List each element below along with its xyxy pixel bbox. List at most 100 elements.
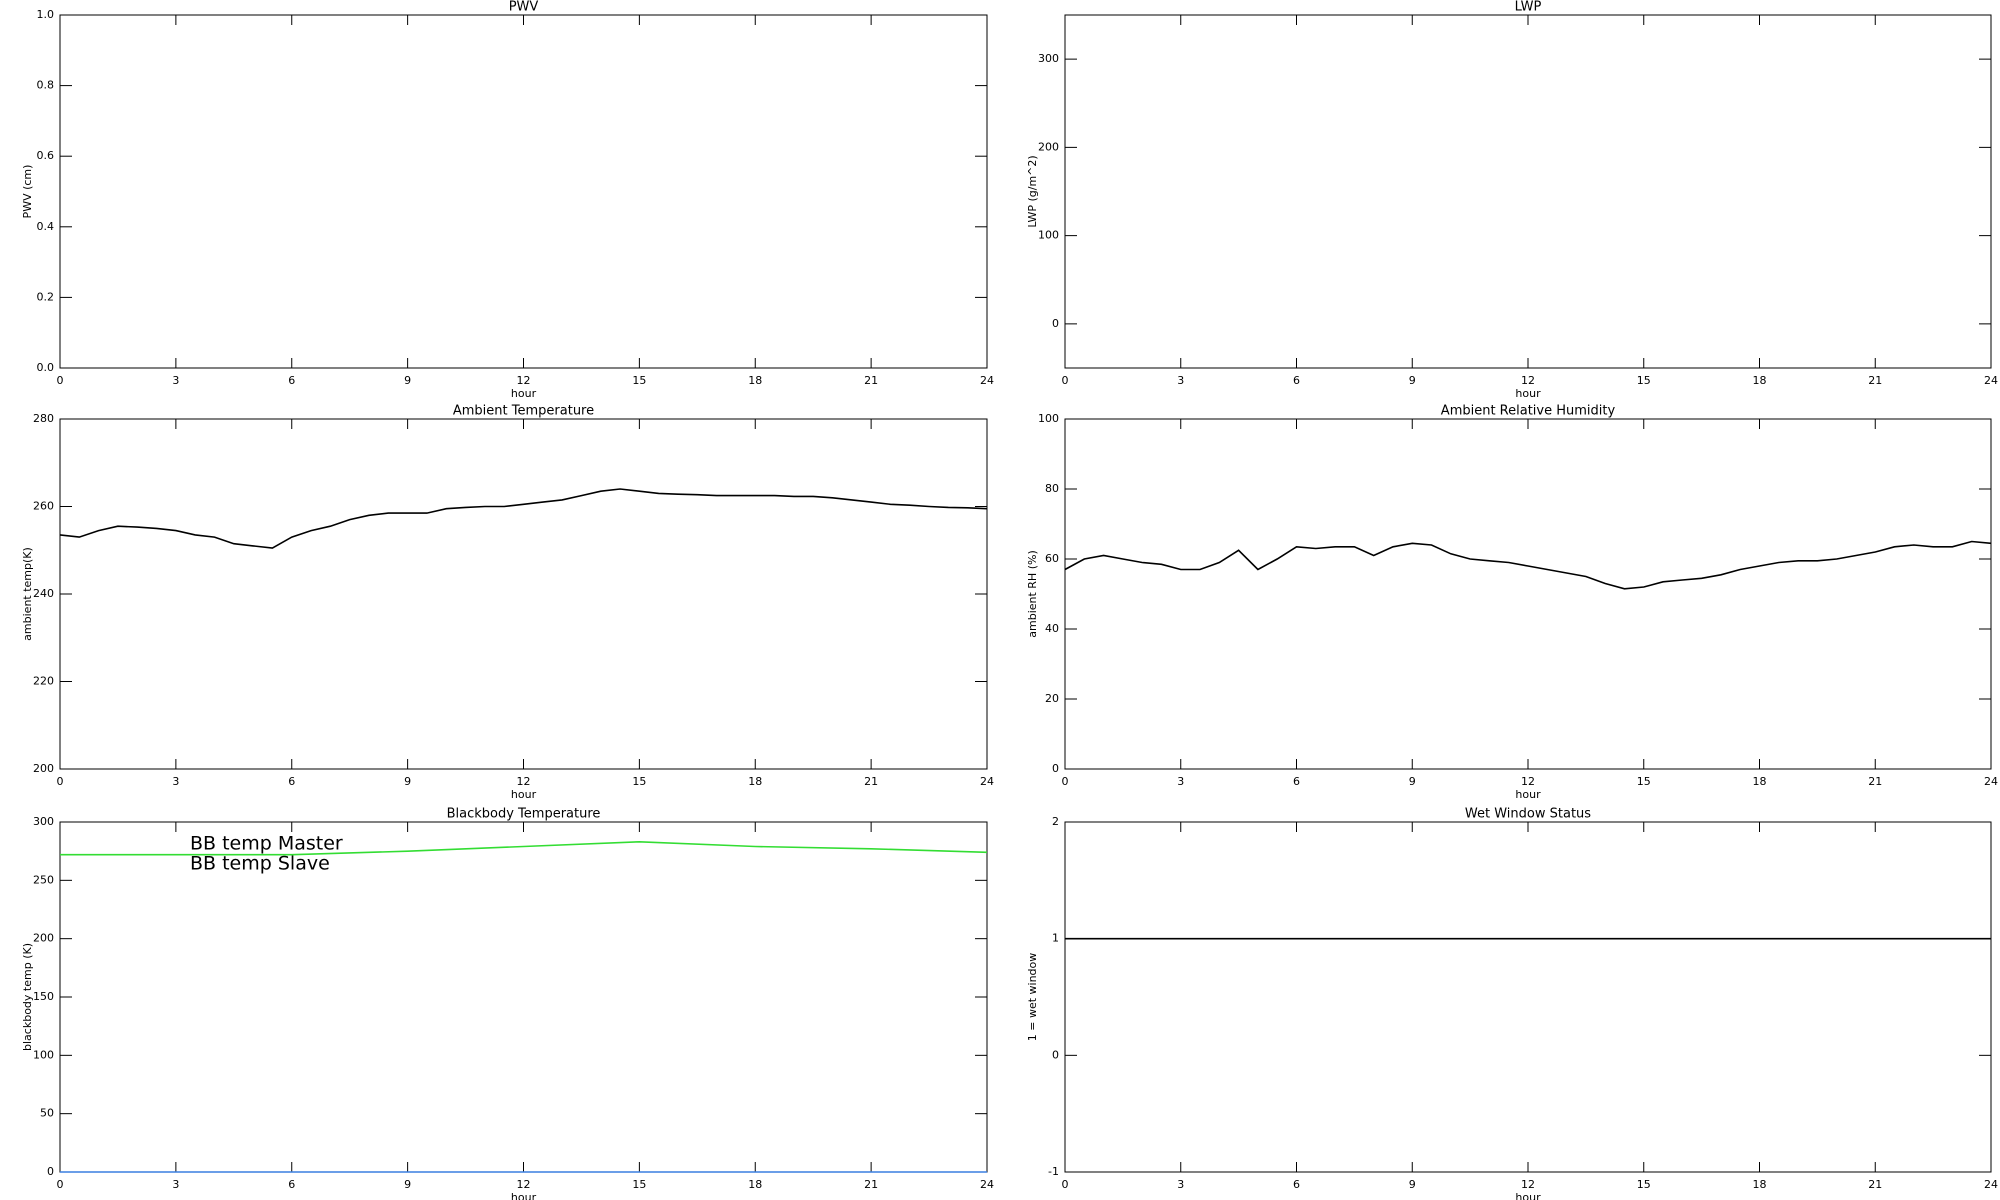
y-tick-label: 0.4 [37, 220, 55, 233]
x-tick-label: 12 [1521, 775, 1535, 788]
x-tick-label: 18 [1753, 374, 1767, 387]
x-tick-label: 12 [517, 775, 531, 788]
y-axis-label: ambient RH (%) [1026, 550, 1039, 638]
x-tick-label: 21 [1868, 775, 1882, 788]
y-tick-label: 260 [33, 500, 54, 513]
data-line [59, 488, 988, 549]
y-tick-label: 60 [1045, 552, 1059, 565]
y-tick-label: 200 [33, 932, 54, 945]
y-tick-label: 1.0 [37, 8, 55, 21]
x-tick-label: 9 [404, 374, 411, 387]
plot-frame [59, 418, 988, 770]
x-tick-label: 9 [404, 775, 411, 788]
x-tick-label: 21 [864, 775, 878, 788]
y-tick-label: 240 [33, 587, 54, 600]
y-tick-label: 40 [1045, 622, 1059, 635]
x-tick-label: 24 [980, 374, 994, 387]
y-tick-label: 0.2 [37, 290, 55, 303]
y-tick-label: 150 [33, 990, 54, 1003]
y-tick-label: 0.6 [37, 149, 55, 162]
y-tick-label: 0.8 [37, 79, 55, 92]
x-tick-label: 21 [1868, 1178, 1882, 1191]
y-tick-label: 250 [33, 873, 54, 886]
y-tick-label: 1 [1052, 932, 1059, 945]
x-axis-label: hour [511, 1191, 537, 1200]
legend-entry: BB temp Master [190, 833, 343, 855]
y-tick-label: 100 [1038, 412, 1059, 425]
x-tick-label: 6 [1293, 1178, 1300, 1191]
x-tick-label: 21 [1868, 374, 1882, 387]
x-tick-label: 9 [1409, 374, 1416, 387]
x-tick-label: 18 [748, 374, 762, 387]
x-tick-label: 0 [57, 374, 64, 387]
x-tick-label: 6 [288, 1178, 295, 1191]
chart-title: PWV [509, 0, 539, 15]
plot-frame [59, 14, 988, 369]
x-tick-label: 21 [864, 1178, 878, 1191]
chart-title: LWP [1515, 0, 1542, 15]
x-tick-label: 18 [1753, 1178, 1767, 1191]
y-tick-label: 0 [47, 1165, 54, 1178]
x-tick-label: 9 [1409, 1178, 1416, 1191]
x-tick-label: 3 [172, 1178, 179, 1191]
x-axis-label: hour [1515, 788, 1541, 801]
y-axis-label: blackbody temp (K) [21, 943, 34, 1051]
x-tick-label: 12 [517, 1178, 531, 1191]
x-tick-label: 6 [288, 775, 295, 788]
x-tick-label: 15 [1637, 1178, 1651, 1191]
x-tick-label: 15 [1637, 775, 1651, 788]
x-tick-label: 9 [1409, 775, 1416, 788]
plot-frame [1064, 14, 1992, 369]
x-axis-label: hour [511, 788, 537, 801]
x-tick-label: 12 [1521, 1178, 1535, 1191]
y-axis-label: ambient temp(K) [21, 547, 34, 641]
y-tick-label: 220 [33, 675, 54, 688]
x-tick-label: 24 [980, 1178, 994, 1191]
chart-title: Blackbody Temperature [447, 807, 601, 822]
y-tick-label: 0.0 [37, 361, 55, 374]
x-tick-label: 6 [288, 374, 295, 387]
y-tick-label: 280 [33, 412, 54, 425]
chart-title: Ambient Relative Humidity [1441, 404, 1616, 419]
y-tick-label: 2 [1052, 815, 1059, 828]
x-tick-label: 0 [1062, 374, 1069, 387]
x-tick-label: 24 [1984, 775, 1998, 788]
x-tick-label: 6 [1293, 374, 1300, 387]
x-tick-label: 0 [57, 1178, 64, 1191]
y-tick-label: 80 [1045, 482, 1059, 495]
data-line [1064, 540, 1992, 590]
plot-frame [1064, 418, 1992, 770]
y-tick-label: 0 [1052, 762, 1059, 775]
y-axis-label: LWP (g/m^2) [1026, 155, 1039, 227]
x-axis-label: hour [1515, 387, 1541, 400]
x-tick-label: 12 [517, 374, 531, 387]
y-tick-label: 300 [33, 815, 54, 828]
y-tick-label: 20 [1045, 692, 1059, 705]
y-tick-label: 100 [33, 1048, 54, 1061]
x-tick-label: 18 [748, 1178, 762, 1191]
x-tick-label: 3 [1177, 1178, 1184, 1191]
y-axis-label: PWV (cm) [21, 165, 34, 219]
y-tick-label: 0 [1052, 317, 1059, 330]
x-tick-label: 0 [1062, 775, 1069, 788]
plot-frame [59, 821, 988, 1173]
x-tick-label: 3 [1177, 374, 1184, 387]
y-tick-label: 200 [1038, 140, 1059, 153]
chart-title: Wet Window Status [1465, 807, 1591, 822]
x-tick-label: 15 [632, 775, 646, 788]
y-tick-label: 300 [1038, 52, 1059, 65]
x-tick-label: 21 [864, 374, 878, 387]
x-tick-label: 24 [1984, 1178, 1998, 1191]
x-axis-label: hour [511, 387, 537, 400]
x-tick-label: 15 [1637, 374, 1651, 387]
x-tick-label: 0 [57, 775, 64, 788]
chart-title: Ambient Temperature [453, 404, 594, 419]
legend-entry: BB temp Slave [190, 853, 330, 875]
y-tick-label: -1 [1048, 1165, 1059, 1178]
y-tick-label: 50 [40, 1107, 54, 1120]
y-tick-label: 200 [33, 762, 54, 775]
plot-frame [1064, 821, 1992, 1173]
x-tick-label: 18 [1753, 775, 1767, 788]
